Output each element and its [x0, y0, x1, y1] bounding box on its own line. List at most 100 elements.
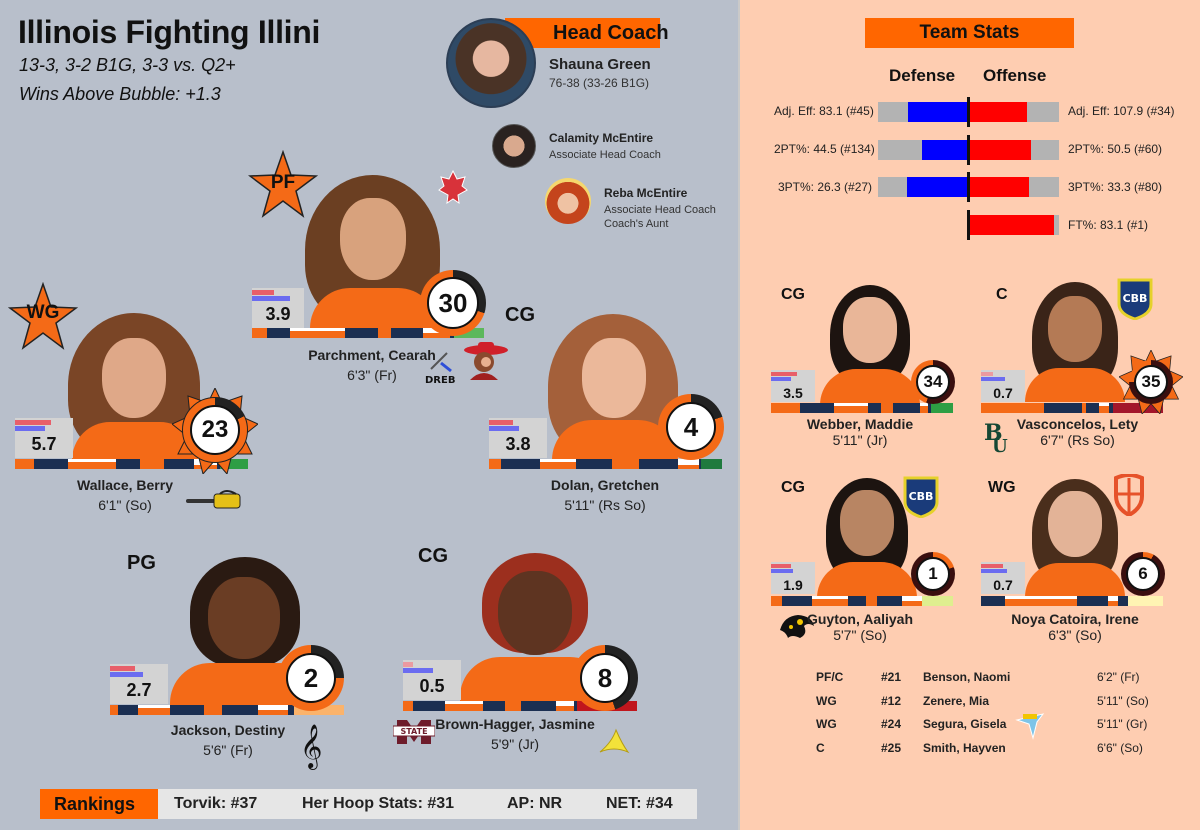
player-stat-value: 0.7	[993, 577, 1013, 593]
player-stripe-bar	[771, 596, 953, 606]
assistant-coach-role: Associate Head Coach	[604, 204, 716, 216]
player-stat-box: 0.7	[981, 562, 1025, 594]
offense-bar	[968, 215, 1054, 235]
ranking-her-hoop-stats: Her Hoop Stats: #31	[302, 795, 455, 812]
player-stat-value: 2.7	[126, 680, 152, 700]
player-name: Vasconcelos, Lety	[1016, 416, 1139, 432]
position-label: WG	[988, 479, 1016, 496]
canada-basketball-icon	[438, 170, 468, 204]
jersey-number-ring: 2	[278, 645, 344, 711]
team-stats-title: Team Stats	[919, 22, 1020, 43]
player-stat-box: 3.8	[489, 418, 547, 458]
player-name: Wallace, Berry	[77, 477, 173, 493]
jersey-number-ring: 34	[911, 360, 955, 404]
mississippi-state-logo-icon: STATE	[393, 720, 435, 744]
bench-position: WG	[816, 717, 837, 731]
jersey-number-ring: 1	[911, 552, 955, 596]
team-title: Illinois Fighting Illini	[18, 14, 321, 50]
player-stat-box: 0.7	[981, 370, 1025, 402]
bench-name: Benson, Naomi	[923, 670, 1011, 684]
player-stat-box: 2.7	[110, 664, 168, 704]
spain-basketball-logo-icon	[1114, 474, 1144, 516]
offense-stat-label: 2PT%: 50.5 (#60)	[1068, 142, 1163, 156]
defense-header: Defense	[889, 66, 956, 85]
brazil-cbb-logo-icon: CBB	[1117, 278, 1153, 320]
svg-text:STATE: STATE	[400, 727, 427, 736]
position-star-icon	[248, 150, 318, 218]
wins-above-bubble: Wins Above Bubble: +1.3	[19, 84, 221, 104]
jersey-number-ring: 35	[1129, 360, 1173, 404]
head-coach-record: 76-38 (33-26 B1G)	[549, 76, 650, 90]
offense-bar	[968, 140, 1031, 160]
assistant-coach-photo	[545, 178, 591, 224]
player-height-class: 6'7" (Rs So)	[1040, 432, 1115, 448]
player-photo	[300, 170, 450, 330]
bench-number: #24	[881, 717, 902, 731]
assistant-coach-photo	[492, 124, 536, 168]
player-stat-value: 3.9	[265, 304, 291, 324]
jersey-number: 4	[666, 402, 716, 452]
player-photo	[1020, 282, 1130, 402]
jersey-number: 2	[286, 653, 336, 703]
brazil-cbb-logo-icon: CBB	[903, 476, 939, 518]
defense-bar	[908, 102, 968, 122]
bench-number: #12	[881, 694, 902, 708]
head-coach-name: Shauna Green	[549, 56, 651, 73]
bench-name: Zenere, Mia	[923, 694, 990, 708]
stats-axis-line	[967, 210, 970, 240]
player-name: Dolan, Gretchen	[550, 477, 660, 493]
position-label: PG	[127, 552, 156, 574]
player-stripe-bar	[981, 403, 1163, 413]
bench-position: PF/C	[816, 670, 844, 684]
jersey-number: 1	[916, 557, 950, 591]
player-stat-value: 0.7	[993, 385, 1013, 401]
ranking-ap: AP: NR	[507, 795, 563, 812]
offense-stat-label: 3PT%: 33.3 (#80)	[1068, 180, 1163, 194]
jersey-number: 35	[1134, 365, 1168, 399]
jersey-number-ring: 4	[658, 394, 724, 460]
player-stat-box: 0.5	[403, 660, 461, 700]
player-height-class: 5'9" (Jr)	[490, 736, 540, 752]
player-name: Noya Catoira, Irene	[1011, 611, 1139, 627]
player-name: Jackson, Destiny	[170, 722, 286, 738]
bench-height-class: 5'11" (Gr)	[1097, 717, 1148, 731]
jersey-number: 8	[580, 653, 630, 703]
player-stripe-bar	[771, 403, 953, 413]
svg-text:CBB: CBB	[1123, 292, 1148, 305]
head-coach-banner-label: Head Coach	[553, 22, 669, 44]
position-label: CG	[781, 286, 805, 303]
jersey-number: 23	[190, 405, 240, 455]
assistant-coach-name: Reba McEntire	[604, 186, 688, 200]
player-photo	[60, 310, 210, 460]
offense-stat-label: FT%: 83.1 (#1)	[1068, 218, 1149, 232]
bench-name: Segura, Gisela	[923, 717, 1007, 731]
bench-position: WG	[816, 694, 837, 708]
player-name: Guyton, Aaliyah	[806, 611, 914, 627]
chainsaw-icon	[186, 490, 241, 509]
stats-axis-line	[967, 172, 970, 202]
player-name: Parchment, Cearah	[308, 347, 436, 363]
svg-text:U: U	[992, 436, 1008, 454]
player-photo	[540, 310, 690, 460]
player-stat-value: 3.5	[783, 385, 803, 401]
position-label: CG	[781, 479, 805, 496]
dreb-squeegee-icon: DREB	[425, 352, 455, 385]
jersey-number: 30	[427, 277, 479, 329]
bench-number: #25	[881, 741, 902, 755]
svg-text:DREB: DREB	[425, 375, 455, 385]
player-name: Brown-Hagger, Jasmine	[435, 716, 595, 732]
defense-bar	[922, 140, 968, 160]
jersey-number-ring: 6	[1121, 552, 1165, 596]
player-stat-value: 3.8	[505, 434, 531, 454]
iowa-hawkeye-icon	[780, 615, 814, 638]
ranking-net: NET: #34	[606, 795, 673, 812]
player-stripe-bar	[489, 459, 722, 469]
player-stripe-bar	[981, 596, 1163, 606]
offense-stat-label: Adj. Eff: 107.9 (#34)	[1068, 104, 1175, 118]
position-star-icon	[8, 282, 78, 350]
offense-bar	[968, 102, 1027, 122]
player-height-class: 5'11" (Rs So)	[564, 497, 646, 513]
player-stat-value: 5.7	[31, 434, 57, 454]
bench-height-class: 6'2" (Fr)	[1097, 670, 1140, 684]
player-stat-value: 1.9	[783, 577, 803, 593]
